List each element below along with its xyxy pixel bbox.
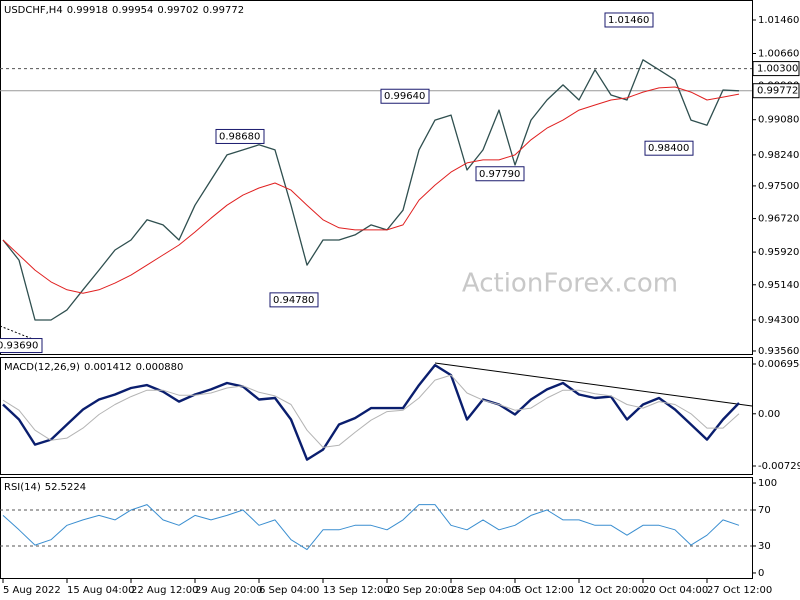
x-tick-label: 20 Sep 20:00 xyxy=(387,585,454,596)
panel-header: RSI(14) 52.5224 xyxy=(4,482,86,493)
y-tick-label: 1.01460 xyxy=(758,15,799,26)
price-callout-label: 0.98680 xyxy=(219,131,260,142)
ohlc-value: 0.99918 xyxy=(67,5,108,16)
price-callout xyxy=(475,166,525,182)
price-callout xyxy=(644,140,694,156)
level-tag xyxy=(752,61,800,77)
panel-header: USDCHF,H4 0.99918 0.99954 0.99702 0.99772 xyxy=(4,5,244,16)
price-callout-label: 0.93690 xyxy=(0,341,38,352)
series-line xyxy=(2,374,740,448)
y-tick-label: 0.97500 xyxy=(758,181,799,192)
x-tick-label: 5 Aug 2022 xyxy=(3,585,61,596)
x-tick-label: 29 Aug 20:00 xyxy=(195,585,262,596)
y-tick-label: 0.006954 xyxy=(758,359,800,370)
price-callout-label: 0.98400 xyxy=(648,143,689,154)
macd-trendline xyxy=(434,362,753,407)
indicator-value: 0.000880 xyxy=(136,362,184,373)
series-line xyxy=(2,86,740,294)
price-callout xyxy=(269,292,319,308)
x-tick-label: 27 Oct 12:00 xyxy=(707,585,772,596)
watermark: ActionForex.com xyxy=(462,269,678,299)
x-tick-label: 15 Aug 04:00 xyxy=(67,585,134,596)
y-tick-label: 0.93560 xyxy=(758,346,799,357)
price-callout-label: 0.94780 xyxy=(273,295,314,306)
x-tick-label: 6 Sep 04:00 xyxy=(259,585,319,596)
rsi-panel-frame xyxy=(0,477,753,579)
price-callout xyxy=(380,88,430,104)
price-callout xyxy=(0,338,43,354)
price-callout-label: 0.99640 xyxy=(384,91,425,102)
price-trendline xyxy=(0,325,41,343)
x-tick-label: 28 Sep 04:00 xyxy=(451,585,518,596)
x-tick-label: 13 Sep 12:00 xyxy=(323,585,390,596)
y-tick-label: 0.95140 xyxy=(758,280,799,291)
indicator-value: 52.5224 xyxy=(45,482,86,493)
x-tick-label: 20 Oct 04:00 xyxy=(643,585,708,596)
level-tag xyxy=(752,83,800,99)
panel-header: MACD(12,26,9) 0.001412 0.000880 xyxy=(4,362,183,373)
panel-title: RSI(14) xyxy=(4,482,41,493)
ohlc-value: 0.99772 xyxy=(203,5,244,16)
indicator-value: 0.001412 xyxy=(84,362,132,373)
x-tick-label: 22 Aug 12:00 xyxy=(131,585,198,596)
price-callout-label: 1.01460 xyxy=(608,15,649,26)
y-tick-label: 0.00 xyxy=(758,409,780,420)
level-tag-label: 0.99772 xyxy=(757,86,798,97)
x-tick-label: 12 Oct 20:00 xyxy=(579,585,644,596)
y-tick-label: 1.00660 xyxy=(758,49,799,60)
y-tick-label: 0 xyxy=(758,568,764,579)
y-tick-label: 0.94300 xyxy=(758,315,799,326)
y-tick-label: 0.95920 xyxy=(758,247,799,258)
series-line xyxy=(2,504,740,551)
level-tag-label: 1.00300 xyxy=(757,64,798,75)
series-line xyxy=(2,363,740,461)
ohlc-value: 0.99702 xyxy=(157,5,198,16)
y-tick-label: 70 xyxy=(758,505,771,516)
price-callout xyxy=(215,128,265,144)
price-callout-label: 0.97790 xyxy=(479,169,520,180)
y-tick-label: -0.007294 xyxy=(758,461,800,472)
macd-panel-frame xyxy=(0,357,753,475)
ohlc-value: 0.99954 xyxy=(112,5,153,16)
price-panel-frame xyxy=(0,0,753,355)
y-tick-label: 0.96720 xyxy=(758,214,799,225)
y-tick-label: 0.98240 xyxy=(758,150,799,161)
y-tick-label: 0.99080 xyxy=(758,115,799,126)
y-tick-label: 100 xyxy=(758,478,777,489)
series-line xyxy=(2,59,740,321)
panel-title: USDCHF,H4 xyxy=(4,5,63,16)
y-tick-label: 30 xyxy=(758,541,771,552)
x-tick-label: 5 Oct 12:00 xyxy=(515,585,574,596)
price-callout xyxy=(604,12,654,28)
panel-title: MACD(12,26,9) xyxy=(4,362,80,373)
